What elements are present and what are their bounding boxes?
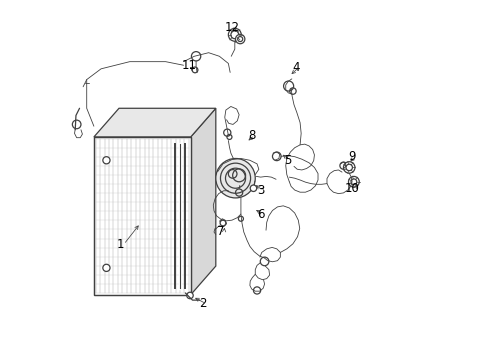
Text: 8: 8 xyxy=(247,129,255,142)
Circle shape xyxy=(230,31,238,39)
Polygon shape xyxy=(190,108,215,295)
Text: 11: 11 xyxy=(181,59,196,72)
Text: 6: 6 xyxy=(256,208,264,221)
Circle shape xyxy=(238,216,243,221)
Circle shape xyxy=(237,37,242,41)
Circle shape xyxy=(235,35,244,44)
Circle shape xyxy=(220,220,225,226)
Text: 7: 7 xyxy=(217,225,224,238)
Circle shape xyxy=(260,257,268,266)
Circle shape xyxy=(343,162,354,173)
Circle shape xyxy=(272,152,281,161)
Text: 2: 2 xyxy=(199,297,206,310)
Text: 12: 12 xyxy=(224,21,239,34)
Text: 1: 1 xyxy=(117,238,124,251)
Text: 10: 10 xyxy=(344,183,359,195)
Circle shape xyxy=(253,287,260,294)
Text: 9: 9 xyxy=(347,150,355,163)
Circle shape xyxy=(186,292,193,299)
Circle shape xyxy=(339,162,346,169)
Circle shape xyxy=(228,28,241,41)
Circle shape xyxy=(102,264,110,271)
Text: 5: 5 xyxy=(283,154,291,167)
Polygon shape xyxy=(94,108,215,137)
Circle shape xyxy=(215,158,255,198)
Text: 4: 4 xyxy=(292,60,300,73)
Circle shape xyxy=(283,81,293,91)
Circle shape xyxy=(72,120,81,129)
Circle shape xyxy=(250,185,256,192)
Circle shape xyxy=(348,176,359,187)
Circle shape xyxy=(102,157,110,164)
Text: 3: 3 xyxy=(256,184,264,197)
Circle shape xyxy=(191,51,201,61)
Polygon shape xyxy=(94,137,190,295)
